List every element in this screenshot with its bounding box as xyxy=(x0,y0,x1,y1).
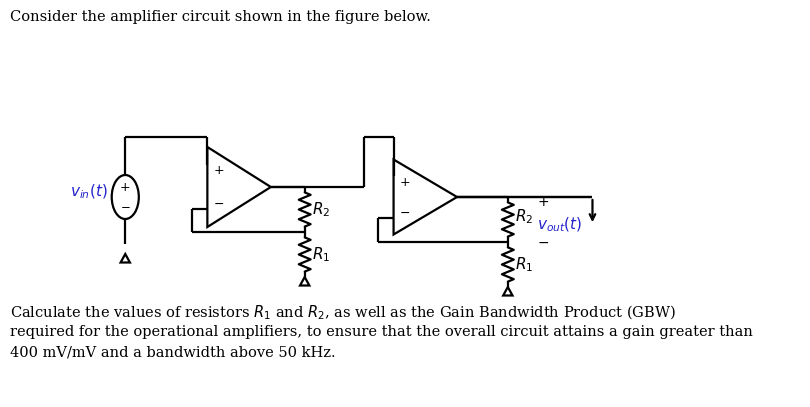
Text: +: + xyxy=(120,181,130,194)
Text: Calculate the values of resistors $R_1$ and $R_2$, as well as the Gain Bandwidth: Calculate the values of resistors $R_1$ … xyxy=(11,304,676,322)
Text: $-$: $-$ xyxy=(538,234,550,249)
Text: Consider the amplifier circuit shown in the figure below.: Consider the amplifier circuit shown in … xyxy=(11,10,431,24)
Text: $-$: $-$ xyxy=(120,199,130,212)
Text: +: + xyxy=(214,164,224,177)
Text: $R_2$: $R_2$ xyxy=(515,207,534,226)
Text: $-$: $-$ xyxy=(213,197,224,210)
Text: required for the operational amplifiers, to ensure that the overall circuit atta: required for the operational amplifiers,… xyxy=(11,325,753,339)
Text: $v_{out}(t)$: $v_{out}(t)$ xyxy=(538,215,583,234)
Text: 400 mV/mV and a bandwidth above 50 kHz.: 400 mV/mV and a bandwidth above 50 kHz. xyxy=(11,346,336,360)
Text: $-$: $-$ xyxy=(399,206,411,219)
Text: $R_1$: $R_1$ xyxy=(515,255,534,274)
Text: +: + xyxy=(399,175,411,188)
Text: $v_{in}(t)$: $v_{in}(t)$ xyxy=(70,183,108,201)
Text: $R_1$: $R_1$ xyxy=(313,245,330,264)
Text: $R_2$: $R_2$ xyxy=(313,200,330,219)
Text: +: + xyxy=(538,195,549,208)
